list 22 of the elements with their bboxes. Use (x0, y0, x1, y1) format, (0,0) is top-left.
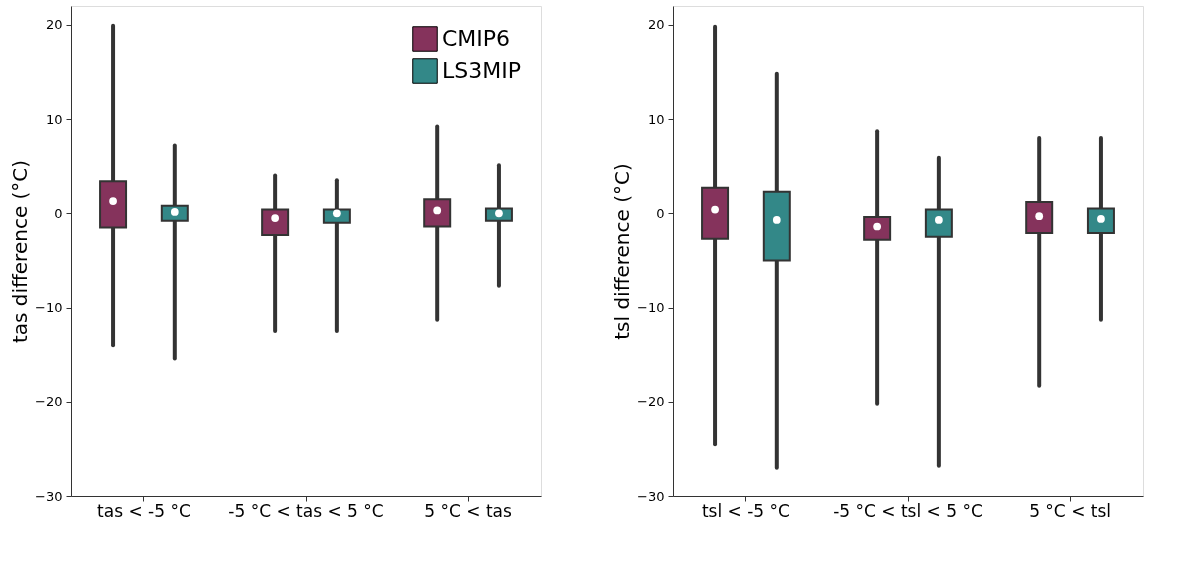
y-tick-label: 0 (656, 205, 665, 221)
y-tick-label: 10 (45, 111, 63, 127)
y-tick-label: −20 (35, 394, 63, 410)
legend-label: CMIP6 (442, 26, 511, 51)
y-tick-label: −10 (637, 300, 665, 316)
x-tick-label: -5 °C < tsl < 5 °C (833, 500, 983, 521)
y-tick-label: 10 (647, 111, 665, 127)
x-tick-label: tsl < -5 °C (701, 500, 790, 521)
x-tick-label: -5 °C < tas < 5 °C (228, 500, 384, 521)
x-tick-label: 5 °C < tas (424, 500, 512, 521)
x-tick-label: 5 °C < tsl (1029, 500, 1112, 521)
y-tick-label: −10 (35, 300, 63, 316)
y-axis-title: tas difference (°C) (8, 159, 33, 344)
y-tick-label: 0 (54, 205, 63, 221)
y-tick-label: 20 (647, 17, 665, 33)
y-tick-label: 20 (45, 17, 63, 33)
y-tick-label: −30 (35, 488, 63, 504)
y-tick-label: −30 (637, 488, 665, 504)
x-tick-label: tas < -5 °C (97, 500, 191, 521)
y-axis-title: tsl difference (°C) (610, 163, 635, 340)
y-tick-label: −20 (637, 394, 665, 410)
legend-label: LS3MIP (442, 58, 521, 83)
